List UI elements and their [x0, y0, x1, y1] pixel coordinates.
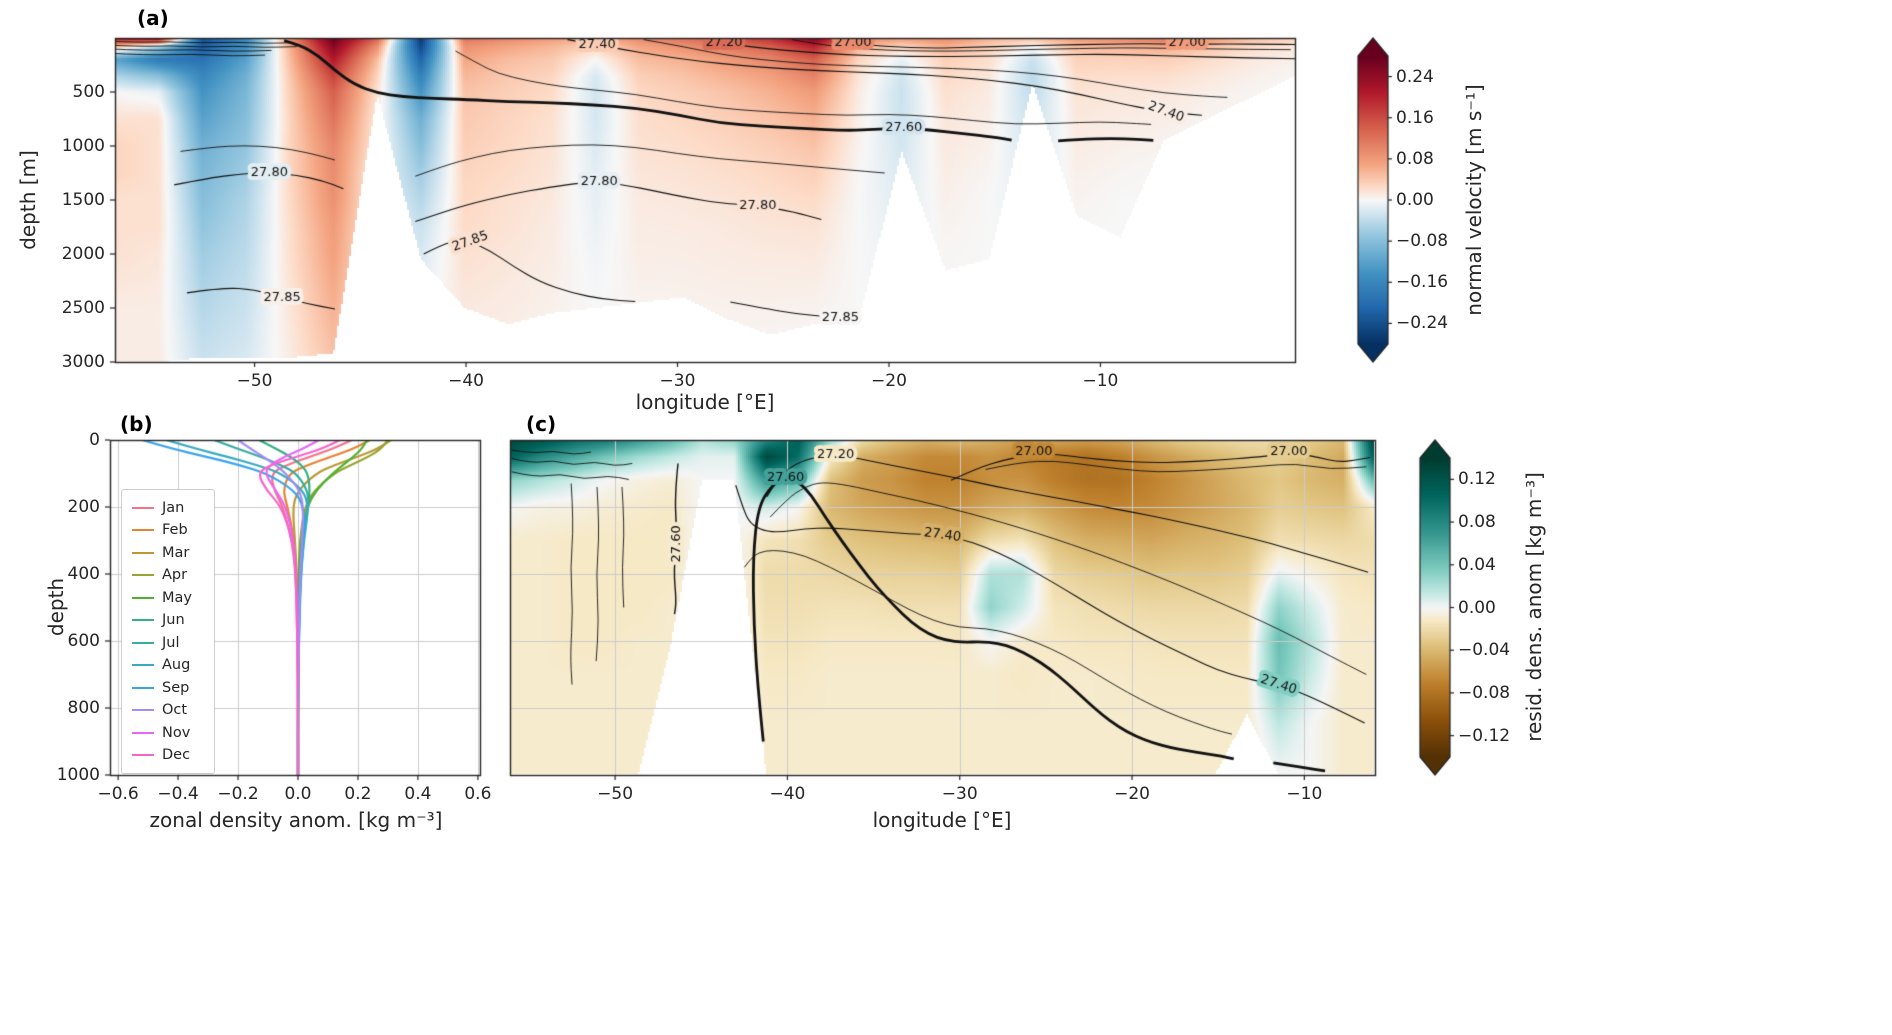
colorbar-a-tick-label: 0.08 — [1396, 148, 1434, 169]
colorbar-c-tick-label: 0.12 — [1458, 469, 1496, 490]
legend-item-feb: Feb — [132, 520, 204, 541]
legend-label: Feb — [162, 522, 188, 539]
panel-b-y-tick-label: 1000 — [56, 765, 100, 785]
colorbar-a-tick-label: −0.08 — [1396, 231, 1449, 252]
panel-a-xlabel: longitude [°E] — [635, 390, 775, 414]
panel-a-x-tick-label: −30 — [659, 371, 696, 391]
panel-a-y-tick-label: 1500 — [61, 190, 105, 210]
colorbar-c-tick-label: −0.12 — [1458, 725, 1511, 746]
legend-line-swatch — [132, 574, 154, 577]
legend-item-nov: Nov — [132, 722, 204, 743]
legend-item-jun: Jun — [132, 610, 204, 631]
legend-label: Jul — [162, 634, 180, 651]
colorbar-a-tick-label: −0.16 — [1396, 272, 1449, 293]
panel-b-ylabel: depth — [44, 577, 68, 637]
panel-b-y-tick-label: 400 — [67, 564, 100, 584]
legend-label: Aug — [162, 657, 191, 674]
colorbar-c-tick-label: −0.04 — [1458, 640, 1511, 661]
legend-line-swatch — [132, 664, 154, 667]
legend-line-swatch — [132, 529, 154, 532]
colorbar-c-tick-label: 0.00 — [1458, 597, 1496, 618]
panel-a-ylabel: depth [m] — [16, 150, 40, 250]
panel-b-label: (b) — [120, 412, 153, 436]
colorbar-a-tick-label: 0.16 — [1396, 107, 1434, 128]
colorbar-c-tick-label: 0.04 — [1458, 554, 1496, 575]
legend-item-apr: Apr — [132, 565, 204, 586]
legend-item-sep: Sep — [132, 677, 204, 698]
legend-label: Mar — [162, 544, 190, 561]
panel-b-y-tick-label: 0 — [89, 430, 100, 450]
colorbar-c-label: resid. dens. anom [kg m⁻³] — [1522, 472, 1546, 742]
legend-item-aug: Aug — [132, 655, 204, 676]
legend-line-swatch — [132, 596, 154, 599]
panel-b-x-tick-label: 0.2 — [344, 784, 372, 804]
panel-b-x-tick-label: −0.2 — [217, 784, 259, 804]
panel-a-x-tick-label: −10 — [1082, 371, 1119, 391]
colorbar-a-tick-label: −0.24 — [1396, 313, 1449, 334]
legend-line-swatch — [132, 506, 154, 509]
panel-c-x-tick-label: −50 — [597, 784, 634, 804]
legend-item-jul: Jul — [132, 632, 204, 653]
panel-a-y-tick-label: 500 — [72, 82, 105, 102]
colorbar-a-tick-label: 0.00 — [1396, 190, 1434, 210]
panel-c-xlabel: longitude [°E] — [872, 808, 1012, 832]
legend-label: Oct — [162, 702, 188, 719]
panel-b-x-tick-label: −0.6 — [97, 784, 139, 804]
legend-item-may: May — [132, 587, 204, 608]
panel-a-y-tick-label: 2500 — [61, 298, 105, 318]
panel-b-y-tick-label: 600 — [67, 631, 100, 651]
panel-c-x-tick-label: −40 — [769, 784, 806, 804]
panel-a-x-tick-label: −50 — [236, 371, 273, 391]
colorbar-a-tick-label: 0.24 — [1396, 66, 1434, 87]
panel-a-x-tick-label: −20 — [871, 371, 907, 391]
legend-item-dec: Dec — [132, 745, 204, 766]
panel-c-x-tick-label: −10 — [1286, 784, 1323, 804]
legend-line-swatch — [132, 619, 154, 622]
legend-line-swatch — [132, 686, 154, 689]
panel-b-y-tick-label: 200 — [67, 497, 100, 517]
legend-line-swatch — [132, 709, 154, 712]
panel-a-y-tick-label: 1000 — [61, 136, 105, 156]
panel-a-y-tick-label: 3000 — [61, 352, 105, 372]
legend-label: Sep — [162, 679, 190, 696]
legend-item-oct: Oct — [132, 700, 204, 721]
panel-b-x-tick-label: 0.4 — [404, 784, 432, 804]
legend-line-swatch — [132, 641, 154, 644]
panel-c-x-tick-label: −30 — [941, 784, 978, 804]
panel-a-label: (a) — [137, 6, 169, 30]
legend-line-swatch — [132, 551, 154, 554]
panel-c-label: (c) — [526, 412, 557, 436]
legend-line-swatch — [132, 731, 154, 734]
legend-label: Dec — [162, 747, 191, 764]
legend-label: Jan — [162, 499, 185, 516]
legend-line-swatch — [132, 754, 154, 757]
legend-label: Apr — [162, 567, 188, 584]
panel-c-x-tick-label: −20 — [1114, 784, 1150, 804]
panel-b-x-tick-label: 0.6 — [464, 784, 492, 804]
panel-b-x-tick-label: −0.4 — [157, 784, 199, 804]
panel-b-x-tick-label: 0.0 — [284, 784, 312, 804]
colorbar-a-label: normal velocity [m s⁻¹] — [1462, 84, 1486, 316]
panel-a-y-tick-label: 2000 — [61, 244, 105, 264]
panel-b-y-tick-label: 800 — [67, 698, 100, 718]
panel-b-xlabel: zonal density anom. [kg m⁻³] — [149, 808, 443, 832]
legend-label: Jun — [162, 612, 185, 629]
legend-item-jan: Jan — [132, 497, 204, 518]
legend: Jan Feb Mar Apr May Jun Jul Aug Sep Oct Nov Dec — [121, 489, 215, 774]
colorbar-c-tick-label: −0.08 — [1458, 682, 1511, 703]
legend-label: Nov — [162, 724, 191, 741]
legend-item-mar: Mar — [132, 542, 204, 563]
panel-a-x-tick-label: −40 — [448, 371, 484, 391]
colorbar-c-tick-label: 0.08 — [1458, 512, 1496, 533]
legend-label: May — [162, 589, 192, 606]
